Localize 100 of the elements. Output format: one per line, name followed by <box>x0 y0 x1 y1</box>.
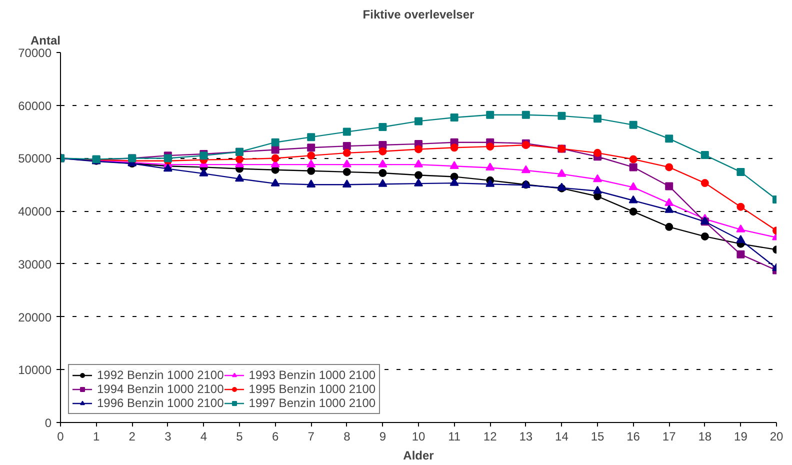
x-tick-label: 13 <box>519 430 533 444</box>
y-tick-label: 70000 <box>18 46 52 60</box>
chart-title: Fiktive overlevelser <box>362 8 475 22</box>
point <box>342 142 351 150</box>
x-tick-label: 2 <box>128 430 136 444</box>
point <box>271 146 280 154</box>
point <box>486 142 494 151</box>
x-tick-label: 10 <box>412 430 426 444</box>
point <box>486 162 495 171</box>
point <box>307 166 316 175</box>
point <box>414 117 422 126</box>
x-tick-label: 11 <box>448 430 461 444</box>
point <box>378 123 387 132</box>
point <box>271 154 280 162</box>
x-tick-label: 14 <box>555 430 569 444</box>
point <box>665 134 674 143</box>
point <box>235 174 244 182</box>
legend-label: 1995 Benzin 1000 2100 <box>248 382 376 396</box>
y-tick-label: 10000 <box>18 363 52 378</box>
x-tick-label: 17 <box>662 430 676 444</box>
point <box>199 168 208 176</box>
point <box>594 114 602 123</box>
legend-label: 1994 Benzin 1000 2100 <box>97 382 224 396</box>
x-tick-label: 15 <box>590 430 604 444</box>
y-tick-label: 50000 <box>18 152 52 166</box>
point <box>342 180 352 188</box>
x-tick-label: 4 <box>200 430 208 444</box>
point <box>665 163 674 172</box>
point <box>628 182 638 190</box>
point <box>164 154 172 162</box>
point <box>593 186 602 194</box>
point <box>521 165 530 174</box>
legend-label: 1993 Benzin 1000 2100 <box>248 368 376 382</box>
y-tick-label: 60000 <box>18 98 52 113</box>
point <box>414 145 422 154</box>
point <box>486 110 494 119</box>
point <box>664 198 674 206</box>
x-tick-label: 0 <box>57 430 64 444</box>
point <box>736 202 745 211</box>
point <box>628 195 638 204</box>
point <box>307 144 316 152</box>
point <box>414 171 422 180</box>
point <box>736 250 745 258</box>
point <box>378 169 387 178</box>
point <box>414 159 423 168</box>
point <box>270 178 280 186</box>
x-tick-label: 7 <box>308 430 315 444</box>
point <box>593 174 602 182</box>
point <box>307 152 316 160</box>
point <box>450 144 458 152</box>
point <box>558 112 566 120</box>
x-tick-label: 18 <box>698 430 712 444</box>
x-tick-label: 6 <box>272 430 279 444</box>
x-tick-label: 3 <box>164 430 172 444</box>
y-tick-label: 40000 <box>18 204 52 219</box>
x-tick-label: 20 <box>770 430 784 444</box>
x-tick-label: 8 <box>344 430 351 444</box>
point <box>342 159 352 168</box>
y-axis-title: Antal <box>30 34 60 48</box>
x-tick-label: 12 <box>483 430 498 444</box>
point <box>665 222 674 231</box>
x-tick-label: 16 <box>626 430 640 444</box>
point <box>342 168 351 176</box>
point <box>378 147 387 156</box>
point <box>629 155 638 164</box>
point <box>557 168 566 177</box>
point <box>450 161 459 169</box>
x-tick-label: 1 <box>92 430 100 444</box>
x-tick-label: 9 <box>379 430 386 444</box>
point <box>306 180 316 188</box>
point <box>378 178 388 187</box>
point <box>271 138 280 146</box>
point <box>594 148 602 157</box>
point <box>665 182 674 190</box>
point <box>306 159 316 168</box>
point <box>700 179 709 188</box>
point <box>342 148 351 157</box>
x-axis-title: Alder <box>403 448 434 462</box>
point <box>414 178 423 186</box>
point <box>700 151 709 160</box>
point <box>486 178 495 187</box>
point <box>629 120 638 129</box>
y-tick-label: 30000 <box>18 257 52 272</box>
point <box>307 133 316 142</box>
point <box>450 178 459 186</box>
point <box>700 232 709 240</box>
y-tick-label: 20000 <box>18 310 52 324</box>
point <box>736 168 745 176</box>
x-tick-label: 19 <box>734 430 748 444</box>
point <box>342 128 351 136</box>
point <box>236 155 244 164</box>
point <box>450 114 458 122</box>
legend-label: 1997 Benzin 1000 2100 <box>248 396 376 410</box>
y-tick-label: 0 <box>44 416 52 430</box>
legend-label: 1992 Benzin 1000 2100 <box>97 368 224 382</box>
point <box>522 110 530 119</box>
legend-label: 1996 Benzin 1000 2100 <box>97 396 224 410</box>
point <box>629 163 638 172</box>
point <box>736 235 746 243</box>
point <box>736 224 746 232</box>
